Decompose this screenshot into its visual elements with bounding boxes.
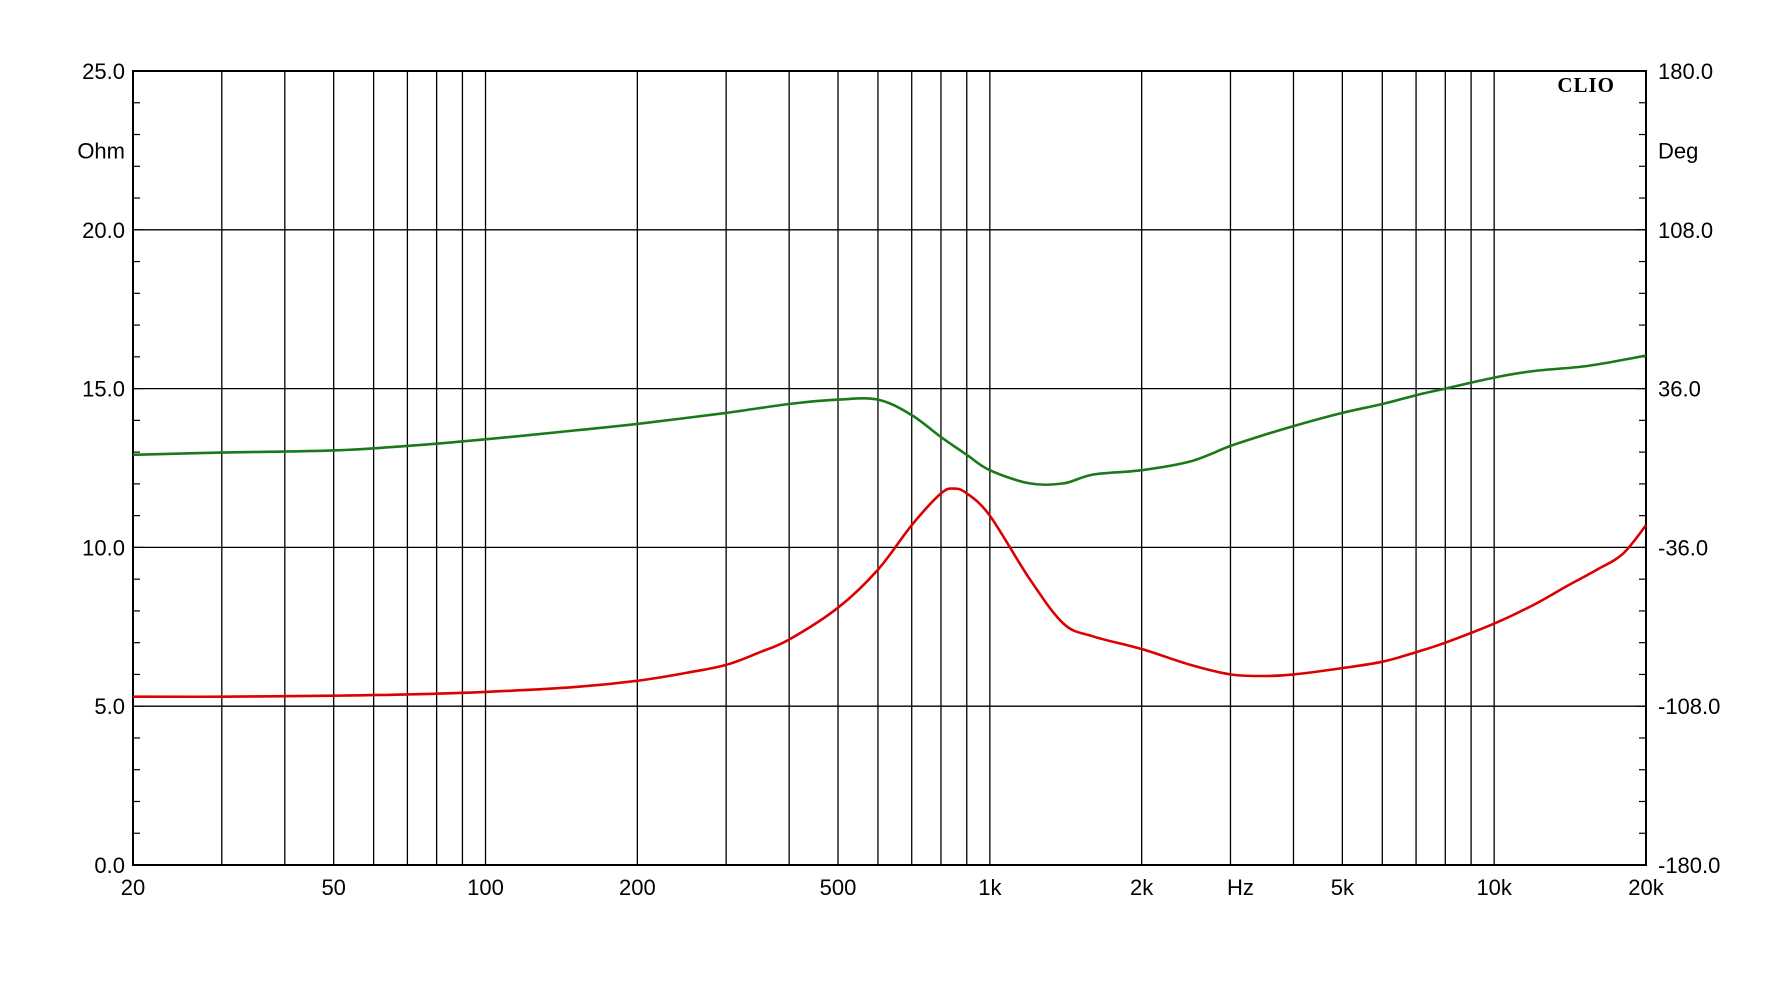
right-axis-tick-label: 108.0 (1658, 218, 1713, 243)
left-axis-tick-label: 25.0 (82, 59, 125, 84)
clio-brand-label: CLIO (1557, 73, 1615, 97)
label-layer: 0.0 5.0 10.0 15.0 20.0 25.0 Ohm -180.0 -108.0 -36… (77, 59, 1720, 900)
grid-layer (132, 70, 1647, 866)
x-axis-tick-label: 500 (820, 875, 857, 900)
plot-frame (132, 70, 1647, 866)
right-axis-tick-label: 36.0 (1658, 377, 1701, 402)
x-axis-tick-label: 100 (467, 875, 504, 900)
left-axis-unit-label: Ohm (77, 138, 125, 163)
x-axis-tick-label: 20 (121, 875, 145, 900)
x-axis-tick-label: 2k (1130, 875, 1154, 900)
x-axis-tick-label: 5k (1331, 875, 1355, 900)
right-axis-tick-label: -36.0 (1658, 535, 1708, 560)
x-axis-tick-label: 200 (619, 875, 656, 900)
right-axis-tick-label: -180.0 (1658, 853, 1720, 878)
left-axis-tick-label: 0.0 (94, 853, 125, 878)
right-axis-tick-label: -108.0 (1658, 694, 1720, 719)
impedance-series-line (132, 487, 1648, 699)
x-axis-tick-label: 1k (978, 875, 1002, 900)
x-axis-tick-label: 20k (1628, 875, 1664, 900)
left-axis-tick-label: 10.0 (82, 535, 125, 560)
right-axis-unit-label: Deg (1658, 138, 1698, 163)
x-axis-tick-label: 10k (1476, 875, 1512, 900)
left-axis-tick-label: 20.0 (82, 218, 125, 243)
x-axis-unit-label: Hz (1227, 875, 1254, 900)
x-axis-tick-label: 50 (321, 875, 345, 900)
left-axis-tick-label: 15.0 (82, 377, 125, 402)
phase-series-line (132, 354, 1647, 487)
series-layer (132, 354, 1648, 699)
plot-border (132, 70, 1647, 866)
right-axis-tick-label: 180.0 (1658, 59, 1713, 84)
left-axis-tick-label: 5.0 (94, 694, 125, 719)
